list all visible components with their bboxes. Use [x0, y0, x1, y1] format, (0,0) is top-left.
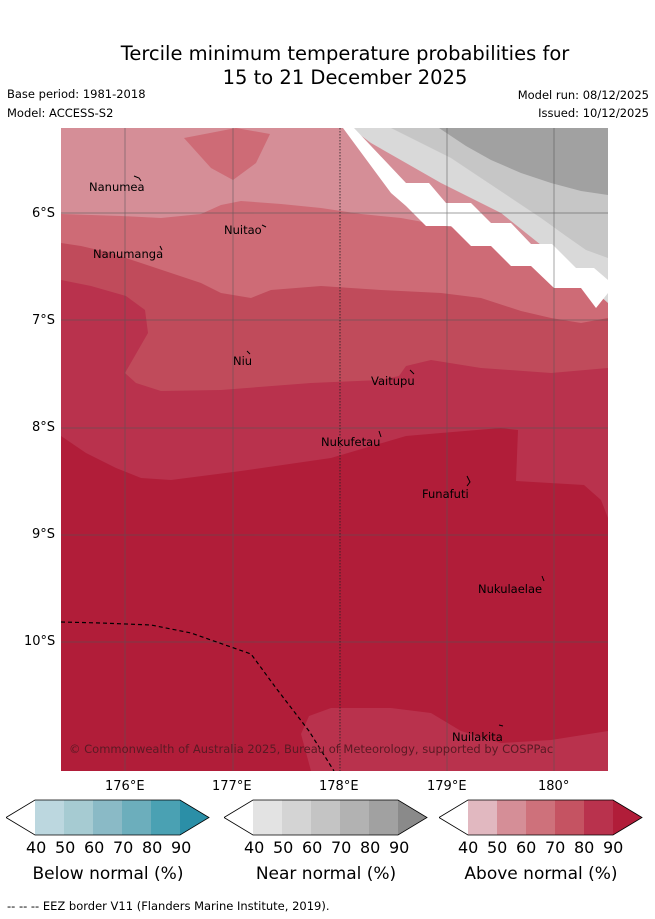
island-marks	[133, 175, 545, 727]
colorbar-above-normal	[438, 799, 643, 837]
colorbar-tick: 40	[26, 838, 47, 857]
colorbar-cell	[468, 800, 497, 835]
colorbar-cell	[122, 800, 151, 835]
lat-label-9s: 9°S	[32, 527, 56, 542]
colorbar-tick: 70	[113, 838, 134, 857]
colorbar-cell	[439, 800, 468, 835]
colorbar-tick: 90	[603, 838, 624, 857]
colorbar-tick: 80	[360, 838, 381, 857]
colorbar-title-near: Near normal (%)	[255, 864, 397, 884]
base-period: Base period: 1981-2018	[7, 87, 146, 101]
eez-border	[61, 621, 335, 771]
colorbar-cell	[526, 800, 555, 835]
colorbar-cell	[340, 800, 369, 835]
colorbar-tick: 70	[331, 838, 352, 857]
place-label-funafuti: Funafuti	[422, 487, 469, 501]
colorbar-title-below: Below normal (%)	[32, 864, 184, 884]
colorbar-cell	[282, 800, 311, 835]
colorbar-tick: 40	[244, 838, 265, 857]
colorbar-tick: 90	[389, 838, 410, 857]
colorbar-tick: 80	[142, 838, 163, 857]
colorbar-tick: 40	[458, 838, 479, 857]
colorbar-cell	[613, 800, 642, 835]
colorbar-cell	[253, 800, 282, 835]
band-60-north	[184, 128, 270, 180]
colorbar-tick: 60	[84, 838, 105, 857]
colorbar-tick: 90	[171, 838, 192, 857]
lon-label-177e: 177°E	[212, 779, 252, 794]
colorbar-cell	[555, 800, 584, 835]
place-label-niu: Niu	[233, 354, 253, 368]
colorbar-tick: 80	[574, 838, 595, 857]
colorbar-cell	[224, 800, 253, 835]
colorbar-cell	[311, 800, 340, 835]
place-label-nanumea: Nanumea	[89, 180, 145, 194]
colorbar-cell	[369, 800, 398, 835]
lon-label-179e: 179°E	[427, 779, 467, 794]
lon-label-178e: 178°E	[319, 779, 359, 794]
colorbar-tick: 60	[302, 838, 323, 857]
band-80-south	[301, 708, 608, 771]
lat-label-6s: 6°S	[32, 206, 56, 221]
map-title-line-1: Tercile minimum temperature probabilitie…	[120, 42, 570, 65]
place-label-nukufetau: Nukufetau	[321, 435, 381, 449]
lat-label-8s: 8°S	[32, 420, 56, 435]
white-gap	[343, 128, 608, 308]
colorbar-cell	[497, 800, 526, 835]
place-label-nuitao: Nuitao	[224, 223, 262, 237]
graticule	[61, 128, 608, 771]
lon-label-180: 180°	[538, 779, 570, 794]
colorbar-cell	[151, 800, 180, 835]
colorbar-tick: 60	[516, 838, 537, 857]
colorbar-cell	[584, 800, 613, 835]
colorbar-tick: 50	[55, 838, 76, 857]
model-name: Model: ACCESS-S2	[7, 106, 114, 120]
colorbar-below-normal	[5, 799, 210, 837]
place-label-nanumanga: Nanumanga	[93, 247, 164, 261]
colorbar-near-normal	[223, 799, 428, 837]
map-title-line-2: 15 to 21 December 2025	[222, 66, 468, 89]
place-label-vaitupu: Vaitupu	[371, 374, 415, 388]
place-label-nuilakita: Nuilakita	[452, 730, 503, 744]
copyright-notice: © Commonwealth of Australia 2025, Bureau…	[69, 742, 554, 756]
colorbar-cell	[64, 800, 93, 835]
colorbar-cell	[6, 800, 35, 835]
eez-legend-note: -- -- -- EEZ border V11 (Flanders Marine…	[7, 899, 330, 913]
place-label-nukulaelae: Nukulaelae	[478, 582, 543, 596]
colorbar-cell	[93, 800, 122, 835]
near-normal-60	[439, 128, 608, 195]
lat-label-7s: 7°S	[32, 313, 56, 328]
issued-date: Issued: 10/12/2025	[538, 106, 649, 120]
colorbar-title-above: Above normal (%)	[464, 864, 618, 884]
colorbar-cell	[180, 800, 209, 835]
model-run: Model run: 08/12/2025	[517, 88, 649, 102]
colorbar-tick: 50	[487, 838, 508, 857]
colorbar-cell	[398, 800, 427, 835]
lon-label-176e: 176°E	[105, 779, 145, 794]
colorbar-cell	[35, 800, 64, 835]
probability-map	[61, 128, 608, 771]
lat-label-10s: 10°S	[24, 634, 56, 649]
colorbar-tick: 70	[545, 838, 566, 857]
colorbar-tick: 50	[273, 838, 294, 857]
